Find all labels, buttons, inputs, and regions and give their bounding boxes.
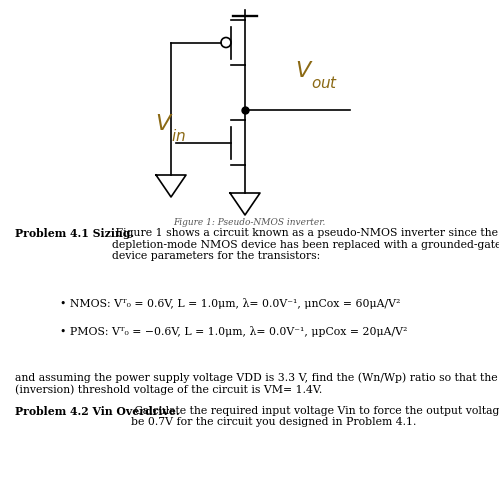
Text: • NMOS: Vᵀ₀ = 0.6V, L = 1.0μm, λ= 0.0V⁻¹, μnCox = 60μA/V²: • NMOS: Vᵀ₀ = 0.6V, L = 1.0μm, λ= 0.0V⁻¹… (60, 298, 400, 309)
Text: $\mathit{in}$: $\mathit{in}$ (171, 128, 186, 144)
Text: $\mathit{out}$: $\mathit{out}$ (311, 75, 338, 91)
Text: $\mathit{V}$: $\mathit{V}$ (295, 60, 313, 82)
Text: Figure 1: Pseudo-NMOS inverter.: Figure 1: Pseudo-NMOS inverter. (173, 218, 326, 228)
Text: Calculate the required input voltage Vin to force the output voltage to
be 0.7V : Calculate the required input voltage Vin… (131, 406, 499, 427)
Text: Problem 4.1 Sizing.: Problem 4.1 Sizing. (15, 228, 134, 239)
Text: Problem 4.2 Vin Overdrive.: Problem 4.2 Vin Overdrive. (15, 406, 180, 417)
Text: • PMOS: Vᵀ₀ = −0.6V, L = 1.0μm, λ= 0.0V⁻¹, μpCox = 20μA/V²: • PMOS: Vᵀ₀ = −0.6V, L = 1.0μm, λ= 0.0V⁻… (60, 326, 407, 337)
Text: $\mathit{V}$: $\mathit{V}$ (155, 113, 174, 135)
Text: Figure 1 shows a circuit known as a pseudo-NMOS inverter since the
depletion-mod: Figure 1 shows a circuit known as a pseu… (112, 228, 499, 261)
Text: and assuming the power supply voltage VDD is 3.3 V, find the (Wn/Wp) ratio so th: and assuming the power supply voltage VD… (15, 372, 499, 395)
